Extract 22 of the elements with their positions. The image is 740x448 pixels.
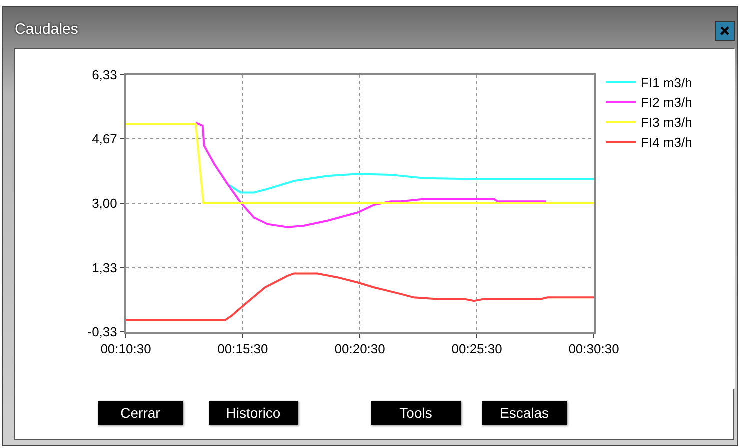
x-tick-label: 00:15:30 [218,342,268,357]
line-series [126,272,594,322]
text: Escalas [482,401,567,425]
y-tick-label: 6,33 [92,68,118,83]
x-tick-label: 00:30:30 [568,342,620,357]
text: Tools [371,401,461,425]
chart-title: Caudales [15,21,78,38]
x-tick-label: 00:25:30 [452,342,502,357]
y-tick-label: -0,33 [88,324,118,340]
y-tick-label: 3,00 [92,196,118,212]
legend-label: FI1 m3/h [641,75,692,90]
legend-label: FI4 m3/h [641,135,692,150]
y-tick-label: 4,67 [92,132,118,147]
text: Historico [209,401,298,425]
x-tick-label: 00:10:30 [100,342,152,357]
line-series [194,122,548,228]
line-series [226,173,594,194]
text: Cerrar [98,401,183,425]
y-tick-label: 1,33 [92,260,118,276]
legend-label: FI2 m3/h [641,95,692,110]
legend-label: FI3 m3/h [641,115,692,130]
x-tick-label: 00:20:30 [334,342,386,357]
